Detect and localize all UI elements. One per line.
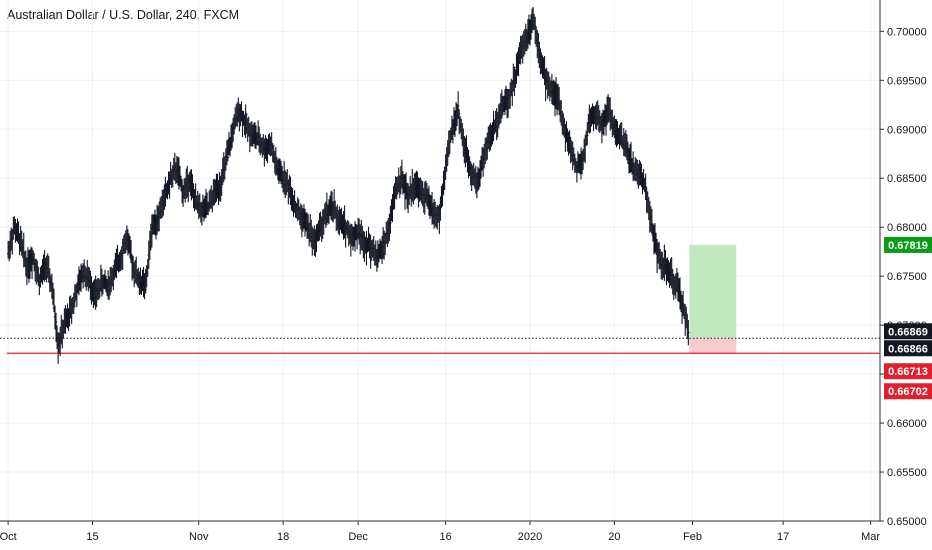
x-tick-label: Mar	[861, 531, 880, 543]
current-price-label: 0.66869	[888, 326, 928, 338]
y-tick-label: 0.66000	[887, 418, 927, 430]
stop-price-label-1: 0.66713	[888, 366, 928, 378]
y-tick-label: 0.67500	[887, 271, 927, 283]
y-tick-label: 0.70000	[887, 26, 927, 38]
x-tick-label: Dec	[348, 531, 368, 543]
x-tick-label: 2020	[518, 531, 542, 543]
x-tick-label: Oct	[0, 531, 17, 543]
target-zone	[689, 244, 737, 339]
current-price-label-bg	[884, 323, 932, 340]
y-tick-label: 0.69500	[887, 75, 927, 87]
stop-price-label-2-bg	[884, 383, 932, 400]
x-tick-label: 17	[777, 531, 789, 543]
y-tick-label: 0.68500	[887, 173, 927, 185]
x-tick-label: Feb	[683, 531, 702, 543]
y-tick-label: 0.65000	[887, 516, 927, 528]
chart-title: Australian Dollar / U.S. Dollar, 240, FX…	[7, 8, 240, 22]
x-tick-label: 15	[86, 531, 98, 543]
x-tick-label: 18	[277, 531, 289, 543]
target-price-label: 0.67819	[888, 240, 928, 252]
y-tick-label: 0.68000	[887, 222, 927, 234]
x-tick-label: 20	[608, 531, 620, 543]
entry-price-label-bg	[884, 340, 932, 357]
x-tick-label: Nov	[189, 531, 209, 543]
y-tick-label: 0.65500	[887, 467, 927, 479]
stop-zone	[689, 338, 737, 354]
entry-price-label: 0.66866	[888, 343, 928, 355]
x-tick-label: 16	[440, 531, 452, 543]
price-series	[6, 6, 690, 364]
y-tick-label: 0.69000	[887, 124, 927, 136]
target-price-label-bg	[884, 236, 932, 253]
stop-price-label-1-bg	[884, 363, 932, 380]
stop-price-label-2: 0.66702	[888, 386, 928, 398]
